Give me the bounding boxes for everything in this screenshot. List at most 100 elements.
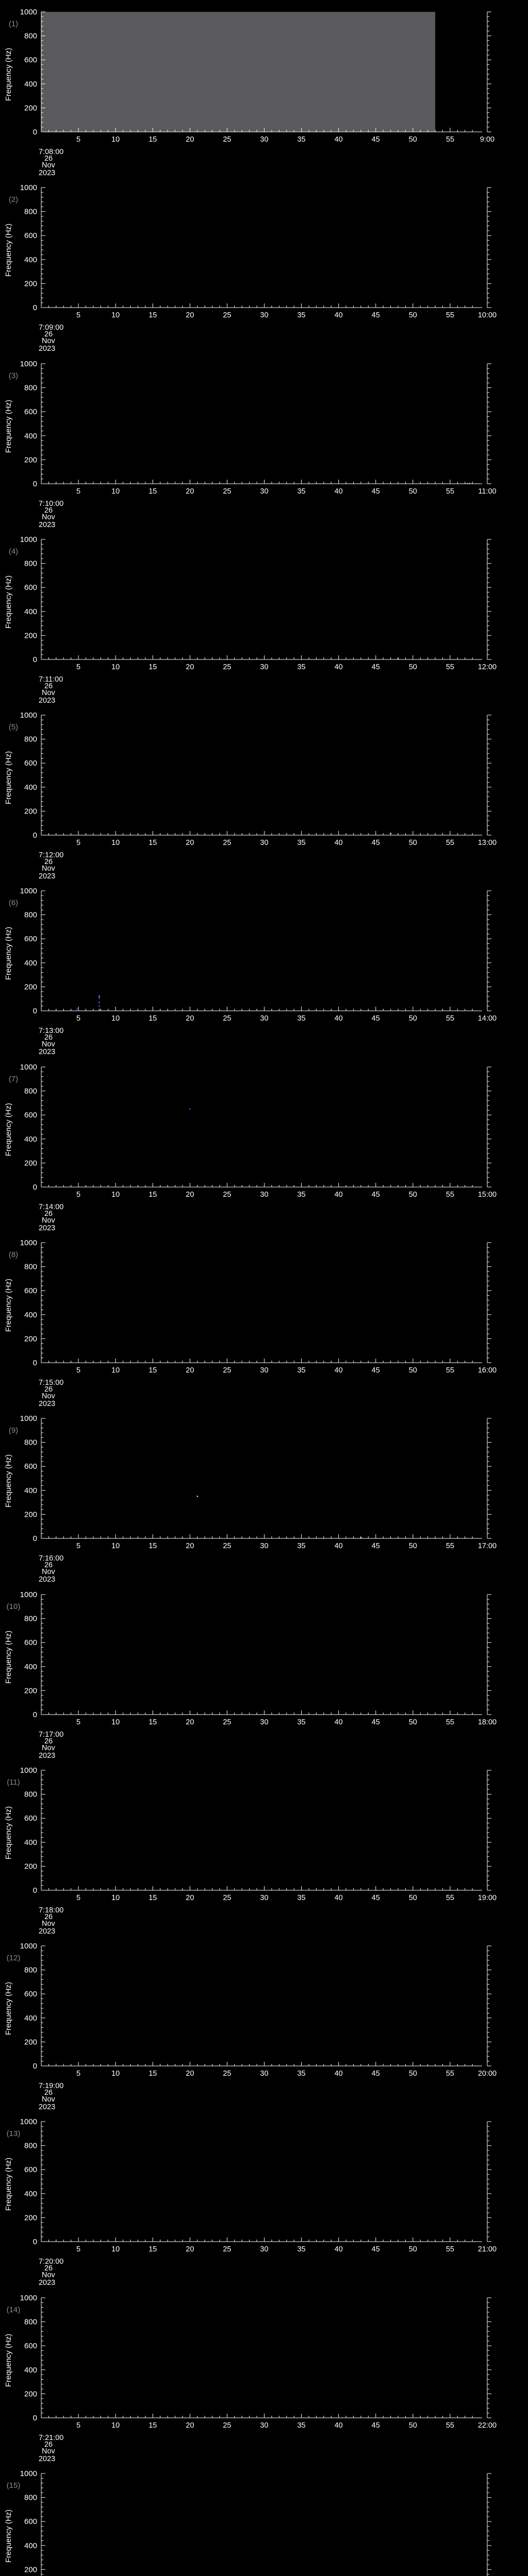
svg-text:50: 50 — [409, 2245, 417, 2253]
svg-text:600: 600 — [24, 1990, 37, 1998]
svg-text:20: 20 — [186, 1014, 194, 1023]
svg-text:800: 800 — [24, 208, 37, 216]
svg-text:(7): (7) — [9, 1075, 18, 1083]
svg-text:5: 5 — [76, 1014, 80, 1023]
svg-text:200: 200 — [24, 1159, 37, 1167]
svg-text:Frequency (Hz): Frequency (Hz) — [4, 1279, 13, 1332]
svg-text:25: 25 — [223, 487, 231, 496]
svg-text:15: 15 — [148, 839, 157, 847]
svg-text:(11): (11) — [7, 1778, 20, 1787]
svg-text:600: 600 — [24, 935, 37, 944]
svg-text:14:00: 14:00 — [478, 1014, 497, 1023]
svg-text:0: 0 — [33, 128, 37, 137]
svg-text:20: 20 — [186, 1542, 194, 1550]
svg-text:400: 400 — [24, 1838, 37, 1847]
svg-text:800: 800 — [24, 2317, 37, 2326]
svg-text:1000: 1000 — [20, 360, 37, 368]
svg-text:Frequency (Hz): Frequency (Hz) — [4, 575, 13, 629]
svg-text:0: 0 — [33, 2414, 37, 2422]
svg-text:20: 20 — [186, 839, 194, 847]
svg-text:200: 200 — [24, 2214, 37, 2223]
svg-text:0: 0 — [33, 1886, 37, 1895]
svg-text:20: 20 — [186, 2245, 194, 2253]
svg-text:10: 10 — [111, 135, 120, 144]
svg-text:400: 400 — [24, 783, 37, 792]
svg-text:Frequency (Hz): Frequency (Hz) — [4, 2334, 13, 2387]
svg-text:Frequency (Hz): Frequency (Hz) — [4, 224, 13, 277]
svg-text:400: 400 — [24, 1134, 37, 1143]
svg-text:400: 400 — [24, 2190, 37, 2198]
svg-text:15: 15 — [148, 2421, 157, 2430]
svg-text:(13): (13) — [7, 2129, 21, 2138]
svg-text:25: 25 — [223, 2421, 231, 2430]
svg-text:200: 200 — [24, 280, 37, 289]
svg-text:45: 45 — [372, 2245, 380, 2253]
svg-text:2023: 2023 — [39, 1927, 55, 1934]
svg-text:30: 30 — [260, 487, 268, 496]
svg-text:600: 600 — [24, 1638, 37, 1647]
svg-text:25: 25 — [223, 1718, 231, 1726]
svg-text:600: 600 — [24, 2517, 37, 2526]
svg-text:200: 200 — [24, 2565, 37, 2574]
svg-text:Nov: Nov — [42, 161, 56, 170]
svg-text:0: 0 — [33, 2238, 37, 2246]
svg-text:35: 35 — [298, 839, 306, 847]
svg-text:50: 50 — [409, 1366, 417, 1375]
svg-text:10: 10 — [111, 839, 120, 847]
svg-text:Nov: Nov — [42, 1744, 56, 1752]
svg-text:400: 400 — [24, 1662, 37, 1671]
svg-text:0: 0 — [33, 1710, 37, 1719]
svg-text:10: 10 — [111, 1366, 120, 1375]
svg-text:45: 45 — [372, 1542, 380, 1550]
svg-text:0: 0 — [33, 303, 37, 312]
svg-text:1000: 1000 — [20, 2117, 37, 2126]
svg-text:800: 800 — [24, 32, 37, 41]
svg-text:35: 35 — [298, 487, 306, 496]
svg-text:45: 45 — [372, 839, 380, 847]
svg-text:(15): (15) — [7, 2481, 21, 2490]
svg-text:Nov: Nov — [42, 1568, 56, 1576]
svg-text:5: 5 — [76, 1542, 80, 1550]
svg-text:Nov: Nov — [42, 1040, 56, 1048]
svg-text:600: 600 — [24, 56, 37, 64]
svg-text:30: 30 — [260, 135, 268, 144]
svg-text:2023: 2023 — [39, 872, 55, 879]
svg-text:40: 40 — [335, 2421, 343, 2430]
svg-text:20: 20 — [186, 2070, 194, 2078]
svg-text:35: 35 — [298, 135, 306, 144]
svg-text:1000: 1000 — [20, 8, 37, 16]
svg-text:Nov: Nov — [42, 2447, 56, 2455]
svg-text:20: 20 — [186, 663, 194, 671]
svg-text:2023: 2023 — [39, 169, 55, 176]
svg-text:45: 45 — [372, 135, 380, 144]
svg-text:1000: 1000 — [20, 1239, 37, 1247]
svg-text:50: 50 — [409, 1191, 417, 1199]
svg-text:30: 30 — [260, 2245, 268, 2253]
svg-text:35: 35 — [298, 1894, 306, 1902]
svg-text:40: 40 — [335, 1366, 343, 1375]
svg-text:25: 25 — [223, 1366, 231, 1375]
svg-text:21:00: 21:00 — [478, 2245, 497, 2253]
svg-text:45: 45 — [372, 1191, 380, 1199]
svg-text:200: 200 — [24, 1862, 37, 1871]
svg-text:400: 400 — [24, 1311, 37, 1319]
svg-text:40: 40 — [335, 663, 343, 671]
svg-text:0: 0 — [33, 831, 37, 840]
svg-text:15: 15 — [148, 2070, 157, 2078]
svg-text:55: 55 — [446, 135, 454, 144]
svg-text:2023: 2023 — [39, 1048, 55, 1055]
svg-text:Frequency (Hz): Frequency (Hz) — [4, 399, 13, 452]
svg-text:Frequency (Hz): Frequency (Hz) — [4, 927, 13, 980]
svg-text:50: 50 — [409, 1542, 417, 1550]
svg-text:(5): (5) — [9, 723, 18, 732]
svg-text:2023: 2023 — [39, 2279, 55, 2285]
svg-text:5: 5 — [76, 1366, 80, 1375]
svg-text:600: 600 — [24, 583, 37, 592]
svg-text:400: 400 — [24, 607, 37, 616]
svg-text:25: 25 — [223, 1191, 231, 1199]
svg-text:30: 30 — [260, 839, 268, 847]
svg-text:600: 600 — [24, 1286, 37, 1295]
svg-text:(3): (3) — [9, 371, 18, 380]
svg-text:25: 25 — [223, 1542, 231, 1550]
svg-text:40: 40 — [335, 1718, 343, 1726]
